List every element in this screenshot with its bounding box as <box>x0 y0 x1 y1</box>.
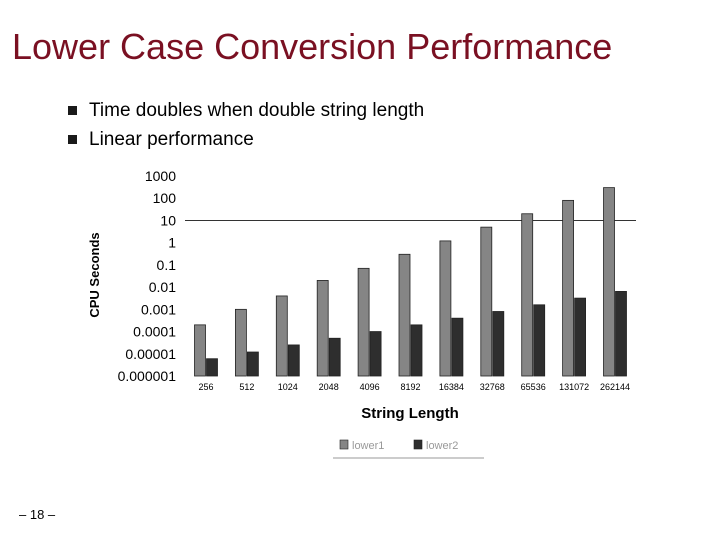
x-tick-label: 256 <box>198 382 213 392</box>
bar-lower2 <box>451 317 464 377</box>
legend-label: lower1 <box>352 440 384 452</box>
legend-swatch <box>339 439 349 450</box>
x-axis-label: String Length <box>361 405 459 422</box>
y-tick-label: 1000 <box>145 168 176 184</box>
bar-lower1 <box>521 213 534 377</box>
bar-lower2 <box>533 304 546 377</box>
bar-chart: 1000 100 10 1 0.1 0.01 0.001 0.0001 0.00001 0.000… <box>87 168 636 459</box>
legend-swatch <box>413 439 423 450</box>
x-tick-label: 262144 <box>600 382 630 392</box>
x-tick-label: 16384 <box>439 382 464 392</box>
y-tick-label: 0.000001 <box>118 368 177 384</box>
bar-lower2 <box>206 358 218 377</box>
y-tick-label: 0.1 <box>157 257 177 273</box>
bar-lower2 <box>246 351 259 377</box>
x-tick-label: 512 <box>239 382 254 392</box>
bar-lower2 <box>574 297 586 377</box>
x-tick-label: 32768 <box>480 382 505 392</box>
bullet-text: Linear performance <box>89 129 254 150</box>
bar-lower1 <box>562 199 574 377</box>
bar-lower1 <box>603 187 615 377</box>
bar-lower1 <box>194 324 206 377</box>
bar-lower1 <box>234 308 247 377</box>
y-tick-label: 0.0001 <box>133 324 176 340</box>
bar-lower2 <box>369 331 382 377</box>
bar-lower1 <box>480 226 493 377</box>
x-tick-label: 2048 <box>319 382 339 392</box>
x-tick-label: 131072 <box>559 382 589 392</box>
x-tick-label: 1024 <box>278 382 298 392</box>
y-axis-label: CPU Seconds <box>87 232 102 317</box>
bar-lower2 <box>410 324 423 377</box>
bullet-text: Time doubles when double string length <box>89 100 425 121</box>
y-tick-label: 0.001 <box>141 301 176 317</box>
bar-lower2 <box>615 291 627 377</box>
x-tick-label: 4096 <box>360 382 380 392</box>
bar-lower2 <box>492 311 505 377</box>
y-tick-label: 1 <box>168 235 176 251</box>
bar-lower1 <box>275 295 288 377</box>
y-tick-label: 0.01 <box>149 279 176 295</box>
y-tick-label: 100 <box>153 190 177 206</box>
legend-label: lower2 <box>426 440 458 452</box>
bar-lower1 <box>316 280 329 377</box>
bar-lower1 <box>439 240 452 377</box>
x-tick-label: 65536 <box>521 382 546 392</box>
bar-lower2 <box>287 344 300 377</box>
bar-lower2 <box>328 337 341 377</box>
square-bullet-icon <box>68 106 77 115</box>
square-bullet-icon <box>68 135 77 144</box>
y-tick-label: 10 <box>160 212 176 228</box>
slide-title: Lower Case Conversion Performance <box>12 26 613 67</box>
bar-lower1 <box>357 267 370 377</box>
x-tick-label: 8192 <box>400 382 420 392</box>
y-tick-label: 0.00001 <box>125 346 176 362</box>
page-number: – 18 – <box>19 507 56 522</box>
bar-lower1 <box>398 253 411 377</box>
